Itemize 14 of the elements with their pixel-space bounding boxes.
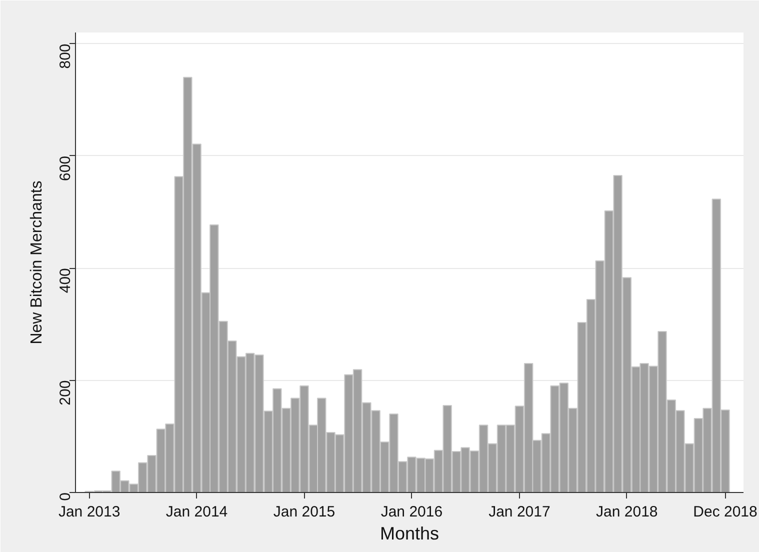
- y-axis-title: New Bitcoin Merchants: [28, 180, 46, 344]
- y-tick-label: 200: [57, 380, 74, 406]
- x-tick-label: Jan 2018: [596, 504, 658, 520]
- y-tick-label: 800: [57, 44, 74, 69]
- x-tick-label: Jan 2013: [58, 504, 120, 520]
- x-tick-label: Jan 2014: [166, 504, 228, 520]
- x-tick-label: Jan 2016: [380, 504, 443, 520]
- y-tick-label: 0: [57, 492, 74, 501]
- x-tick-label: Jan 2017: [488, 504, 550, 520]
- x-tick-label: Jan 2015: [273, 504, 336, 520]
- x-tick-label: Dec 2018: [693, 504, 758, 520]
- y-tick-label: 400: [57, 268, 74, 294]
- x-axis-title: Months: [380, 524, 440, 544]
- y-tick-label: 600: [57, 156, 74, 181]
